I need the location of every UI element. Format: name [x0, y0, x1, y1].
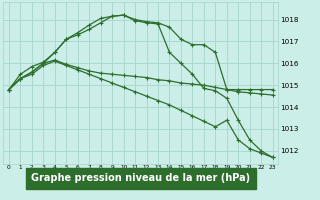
X-axis label: Graphe pression niveau de la mer (hPa): Graphe pression niveau de la mer (hPa)	[31, 173, 250, 183]
